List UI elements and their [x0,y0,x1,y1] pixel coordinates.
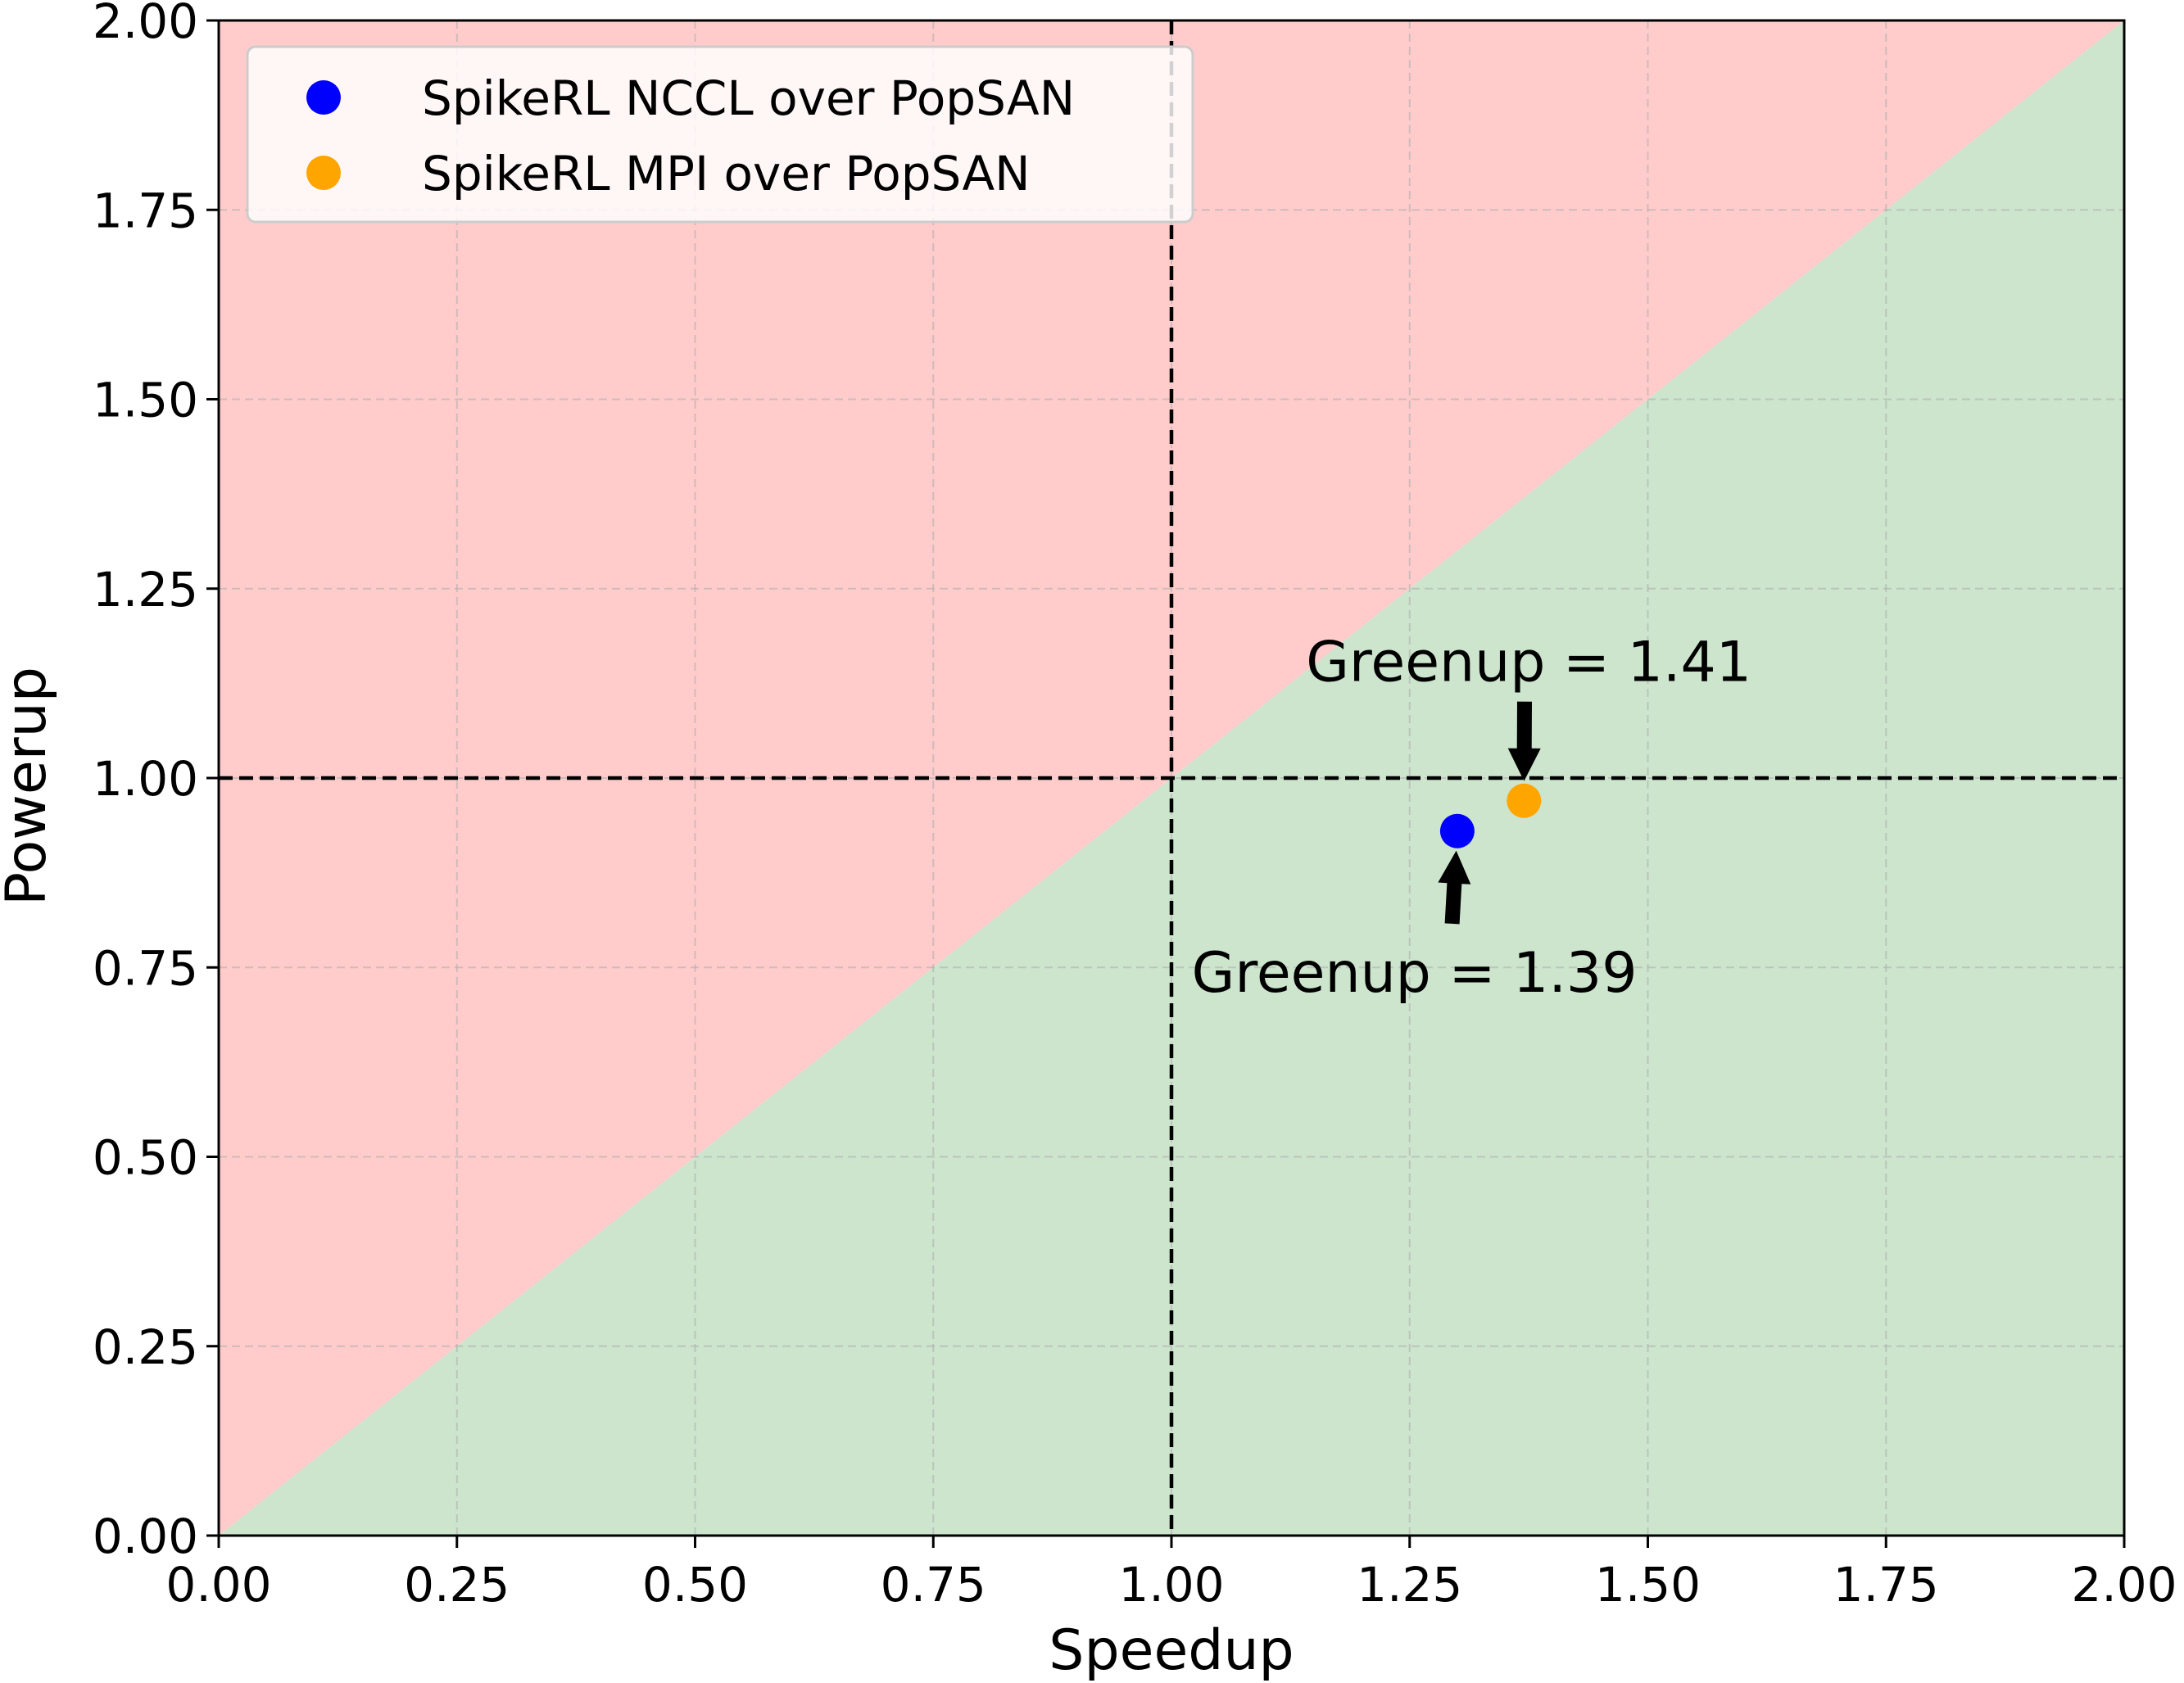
y-tick-label-0: 0.00 [93,1509,198,1564]
x-tick-label-5: 1.25 [1357,1557,1462,1613]
data-point-series-0-0 [1439,813,1475,848]
x-tick-label-3: 0.75 [881,1557,986,1613]
annotation-arrow-1 [1438,850,1471,925]
legend-marker-1 [306,156,341,190]
x-tick-label-6: 1.50 [1595,1557,1701,1613]
x-tick-label-1: 0.25 [404,1557,510,1613]
y-tick-label-6: 1.50 [93,373,198,428]
legend: SpikeRL NCCL over PopSAN SpikeRL MPI over… [246,45,1194,224]
y-axis: 0.00 0.25 0.50 0.75 1.00 1.25 1.50 1.75 2.00 [93,0,219,1564]
data-points [1439,783,1542,848]
annotation-label-0: Greenup = 1.41 [1306,631,1751,695]
legend-label-0: SpikeRL NCCL over PopSAN [422,70,1075,126]
y-tick-label-4: 1.00 [93,751,198,807]
y-tick-label-7: 1.75 [93,183,198,238]
annotations: Greenup = 1.41 Greenup = 1.39 [1192,631,1751,1006]
y-tick-label-3: 0.75 [93,940,198,996]
x-axis: 0.00 0.25 0.50 0.75 1.00 1.25 1.50 1.75 2.00 [165,1536,2177,1613]
y-axis-title: Powerup [0,667,59,906]
y-tick-label-1: 0.25 [93,1319,198,1375]
x-axis-title: Speedup [1049,1618,1294,1683]
annotation-arrow-0 [1507,701,1541,781]
reference-lines [219,20,2124,1536]
data-point-series-1-0 [1507,783,1542,818]
x-tick-label-0: 0.00 [165,1557,271,1613]
legend-marker-0 [306,80,341,115]
legend-label-1: SpikeRL MPI over PopSAN [422,146,1031,201]
annotation-label-1: Greenup = 1.39 [1192,941,1638,1006]
y-tick-label-5: 1.25 [93,562,198,618]
x-tick-label-2: 0.50 [642,1557,748,1613]
x-tick-label-4: 1.00 [1118,1557,1224,1613]
y-tick-label-2: 0.50 [93,1130,198,1186]
y-tick-label-8: 2.00 [93,0,198,49]
x-tick-label-7: 1.75 [1833,1557,1939,1613]
x-tick-label-8: 2.00 [2071,1557,2177,1613]
legend-box [246,45,1194,224]
